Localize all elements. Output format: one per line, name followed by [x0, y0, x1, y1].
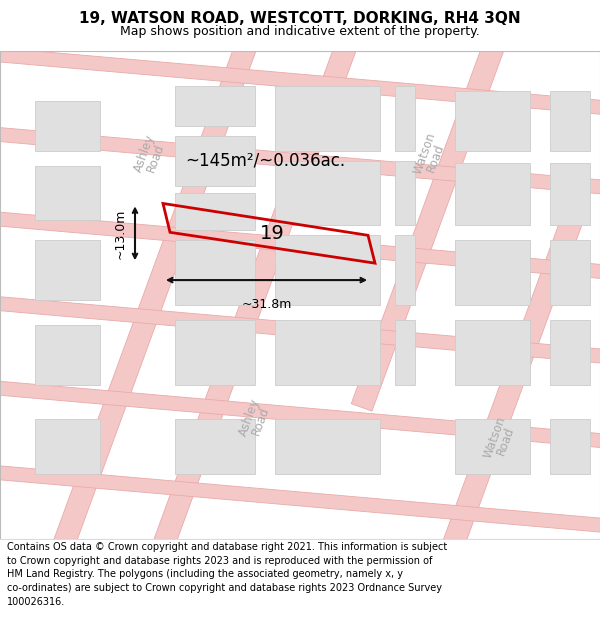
Polygon shape: [455, 162, 530, 226]
Polygon shape: [0, 44, 600, 118]
Polygon shape: [455, 419, 530, 474]
Text: Ashley
Road: Ashley Road: [237, 397, 273, 442]
Polygon shape: [395, 320, 415, 384]
Text: 19, WATSON ROAD, WESTCOTT, DORKING, RH4 3QN: 19, WATSON ROAD, WESTCOTT, DORKING, RH4 …: [79, 11, 521, 26]
Polygon shape: [455, 240, 530, 305]
Polygon shape: [550, 162, 590, 226]
Polygon shape: [275, 320, 380, 384]
Polygon shape: [550, 320, 590, 384]
Polygon shape: [35, 240, 100, 300]
Polygon shape: [35, 101, 100, 151]
Polygon shape: [395, 235, 415, 305]
Polygon shape: [395, 86, 415, 151]
Text: ~13.0m: ~13.0m: [114, 208, 127, 259]
Polygon shape: [175, 136, 255, 186]
Polygon shape: [175, 240, 255, 305]
Polygon shape: [550, 91, 590, 151]
Polygon shape: [455, 320, 530, 384]
Text: Watson
Road: Watson Road: [411, 131, 449, 181]
Polygon shape: [275, 161, 380, 226]
Polygon shape: [145, 20, 365, 570]
Polygon shape: [0, 462, 600, 536]
Polygon shape: [275, 86, 380, 151]
Text: ~31.8m: ~31.8m: [241, 298, 292, 311]
Polygon shape: [275, 419, 380, 474]
Polygon shape: [431, 199, 589, 580]
Text: Map shows position and indicative extent of the property.: Map shows position and indicative extent…: [120, 26, 480, 39]
Polygon shape: [395, 161, 415, 226]
Polygon shape: [46, 20, 265, 570]
Polygon shape: [175, 419, 255, 474]
Polygon shape: [0, 292, 600, 367]
Text: Watson
Road: Watson Road: [481, 414, 519, 464]
Polygon shape: [351, 29, 509, 411]
Polygon shape: [175, 192, 255, 231]
Polygon shape: [0, 208, 600, 282]
Text: ~145m²/~0.036ac.: ~145m²/~0.036ac.: [185, 152, 345, 170]
Polygon shape: [35, 419, 100, 474]
Polygon shape: [550, 419, 590, 474]
Text: Contains OS data © Crown copyright and database right 2021. This information is : Contains OS data © Crown copyright and d…: [7, 542, 448, 607]
Polygon shape: [0, 123, 600, 198]
Polygon shape: [550, 240, 590, 305]
Polygon shape: [0, 377, 600, 452]
Polygon shape: [175, 86, 255, 126]
Polygon shape: [455, 91, 530, 151]
Polygon shape: [275, 235, 380, 305]
Text: Ashley
Road: Ashley Road: [132, 133, 168, 178]
Polygon shape: [35, 325, 100, 384]
Polygon shape: [175, 320, 255, 384]
Polygon shape: [35, 166, 100, 221]
Text: 19: 19: [260, 224, 284, 243]
